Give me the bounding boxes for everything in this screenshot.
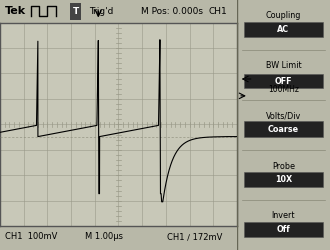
Bar (245, 122, 322, 136)
Text: T: T (73, 7, 79, 16)
Bar (245, 222, 322, 236)
Text: OFF: OFF (275, 76, 292, 86)
Text: CH1  100mV: CH1 100mV (5, 232, 57, 241)
Text: CH1 ∕ 172mV: CH1 ∕ 172mV (167, 232, 222, 241)
Text: M 1.00μs: M 1.00μs (85, 232, 123, 241)
Text: BW Limit: BW Limit (266, 62, 301, 70)
Text: 10X: 10X (275, 174, 292, 184)
Text: CH1: CH1 (209, 7, 227, 16)
Text: Trig'd: Trig'd (89, 7, 113, 16)
Text: Tek: Tek (5, 6, 26, 16)
Bar (70, 3, 81, 20)
Text: M Pos: 0.000s: M Pos: 0.000s (141, 7, 203, 16)
Text: Volts/Div: Volts/Div (266, 112, 301, 120)
Bar (245, 172, 322, 186)
Bar (245, 22, 322, 36)
Bar (245, 74, 322, 88)
Text: Off: Off (277, 224, 290, 234)
Text: 100MHz: 100MHz (268, 86, 299, 94)
Text: Probe: Probe (272, 162, 295, 170)
Text: Coupling: Coupling (266, 12, 301, 20)
Text: Invert: Invert (272, 212, 295, 220)
Text: AC: AC (278, 24, 289, 34)
Text: Coarse: Coarse (268, 124, 299, 134)
